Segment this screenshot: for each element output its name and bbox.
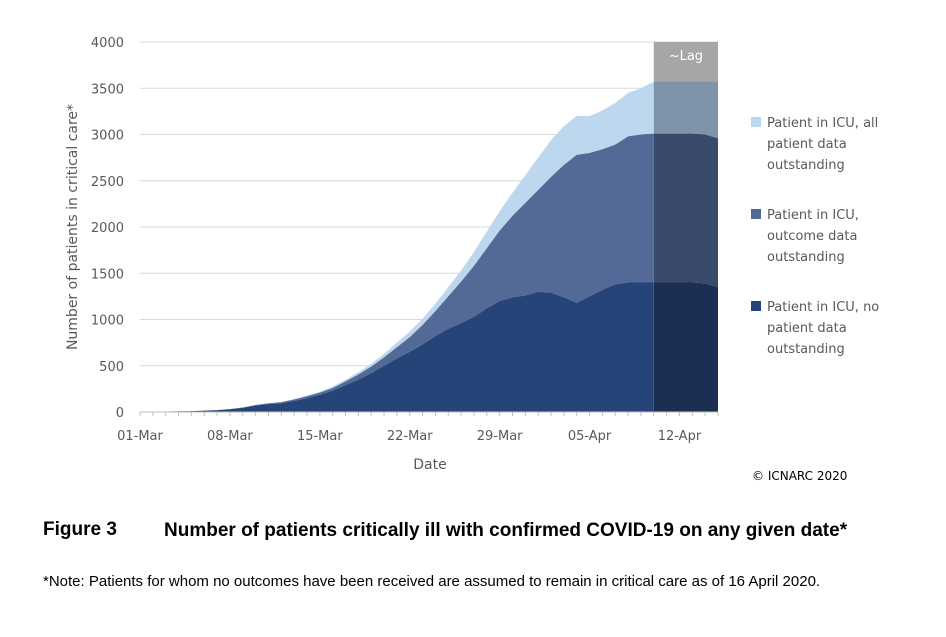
stacked-areas	[140, 71, 718, 412]
legend-label: outstanding	[767, 250, 845, 265]
y-tick-label: 2000	[91, 221, 124, 236]
y-tick-label: 3000	[91, 129, 124, 144]
legend-label: patient data	[767, 321, 847, 336]
area-patient-in-icu-all-patient-data-outstanding-lag	[653, 71, 718, 139]
area-patient-in-icu-all-patient-data-outstanding	[140, 81, 654, 412]
legend-label: Patient in ICU,	[767, 208, 859, 223]
area-patient-in-icu-outcome-data-outstanding	[140, 133, 654, 412]
y-tick-label: 3500	[91, 82, 124, 97]
y-tick-label: 4000	[91, 36, 124, 51]
legend-label: outcome data	[767, 229, 857, 244]
figure-note: *Note: Patients for whom no outcomes hav…	[43, 573, 821, 590]
x-axis-title: Date	[413, 457, 446, 473]
y-axis-title: Number of patients in critical care*	[65, 104, 81, 350]
copyright-notice: © ICNARC 2020	[752, 469, 848, 483]
x-tick-label: 01-Mar	[117, 429, 163, 444]
legend-swatch	[751, 117, 761, 127]
legend-label: Patient in ICU, all	[767, 116, 878, 131]
x-tick-label: 15-Mar	[297, 429, 343, 444]
area-patient-in-icu-no-patient-data-outstanding	[140, 282, 654, 412]
y-tick-label: 2500	[91, 175, 124, 190]
legend-label: outstanding	[767, 342, 845, 357]
legend-label: outstanding	[767, 158, 845, 173]
legend-label: Patient in ICU, no	[767, 300, 879, 315]
y-tick-label: 1500	[91, 267, 124, 282]
y-tick-label: 0	[116, 406, 124, 421]
figure-title: Number of patients critically ill with c…	[164, 520, 848, 541]
lag-label: ~Lag	[669, 49, 703, 64]
legend: Patient in ICU, all patient data outstandi…	[751, 116, 879, 357]
x-tick-label: 08-Mar	[207, 429, 253, 444]
chart: ~Lag 0 500 1000 1500 2000 2500 3000 3500 4000 01-…	[65, 36, 879, 473]
gridlines	[140, 41, 718, 367]
x-tick-label: 12-Apr	[658, 429, 702, 444]
axes: 0 500 1000 1500 2000 2500 3000 3500 4000 01-Mar 08…	[91, 36, 719, 444]
y-tick-label: 1000	[91, 314, 124, 329]
x-tick-label: 22-Mar	[387, 429, 433, 444]
figure-label: Figure 3	[43, 519, 117, 540]
area-patient-in-icu-no-patient-data-outstanding-lag	[653, 282, 718, 412]
lag-overlay: ~Lag	[653, 42, 718, 82]
x-tick-label: 29-Mar	[477, 429, 523, 444]
legend-swatch	[751, 209, 761, 219]
legend-swatch	[751, 301, 761, 311]
lag-header-box	[653, 42, 718, 82]
area-patient-in-icu-outcome-data-outstanding-lag	[653, 133, 718, 288]
x-tick-label: 05-Apr	[568, 429, 612, 444]
legend-label: patient data	[767, 137, 847, 152]
y-tick-label: 500	[99, 360, 124, 375]
